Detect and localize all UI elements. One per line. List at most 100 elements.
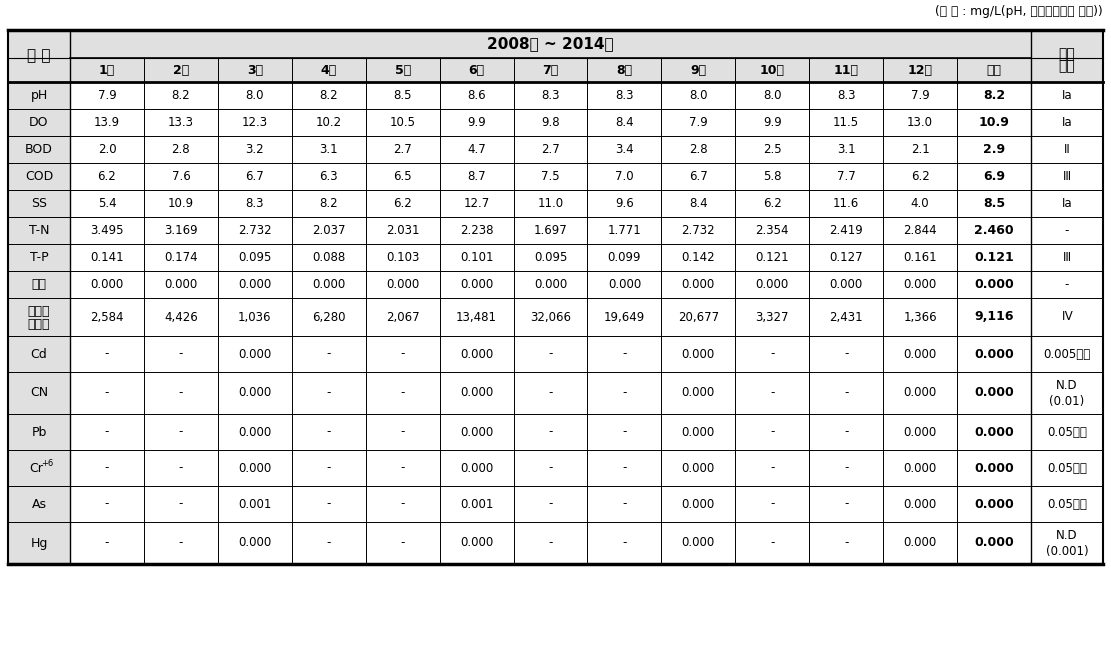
Text: 0.000: 0.000 xyxy=(974,347,1014,360)
Text: 2,067: 2,067 xyxy=(386,311,420,324)
Text: 9월: 9월 xyxy=(690,63,707,76)
Text: 0.174: 0.174 xyxy=(164,251,198,264)
Text: 8.3: 8.3 xyxy=(837,89,855,102)
Text: Ⅲ: Ⅲ xyxy=(1063,170,1071,183)
Text: 0.000: 0.000 xyxy=(90,278,123,291)
Text: 20,677: 20,677 xyxy=(678,311,719,324)
Text: -: - xyxy=(179,347,183,360)
Text: 0.000: 0.000 xyxy=(460,278,493,291)
Text: N.D: N.D xyxy=(1057,529,1078,542)
Text: 8.5: 8.5 xyxy=(393,89,412,102)
Text: 12.7: 12.7 xyxy=(463,197,490,210)
Text: 0.000: 0.000 xyxy=(460,461,493,474)
Text: 8.2: 8.2 xyxy=(983,89,1005,102)
Text: 6.9: 6.9 xyxy=(983,170,1005,183)
Text: 0.000: 0.000 xyxy=(903,498,937,510)
Text: -: - xyxy=(844,536,849,549)
Text: -: - xyxy=(844,347,849,360)
Text: 3.1: 3.1 xyxy=(837,143,855,156)
Text: 2008년 ~ 2014년: 2008년 ~ 2014년 xyxy=(488,36,613,52)
Text: 6.3: 6.3 xyxy=(320,170,338,183)
Text: 0.000: 0.000 xyxy=(682,536,715,549)
Text: -: - xyxy=(770,426,774,439)
Text: -: - xyxy=(844,498,849,510)
Text: 7.0: 7.0 xyxy=(615,170,633,183)
Text: (0.01): (0.01) xyxy=(1050,395,1084,408)
Text: 13.9: 13.9 xyxy=(94,116,120,129)
Text: T-N: T-N xyxy=(29,224,49,237)
Text: (단 위 : mg/L(pH, 총대장균군수 제외)): (단 위 : mg/L(pH, 총대장균군수 제외)) xyxy=(935,5,1103,18)
Text: -: - xyxy=(179,498,183,510)
Text: 0.000: 0.000 xyxy=(974,278,1014,291)
Text: 4,426: 4,426 xyxy=(164,311,198,324)
Text: 8.3: 8.3 xyxy=(541,89,560,102)
Text: 4.7: 4.7 xyxy=(468,143,486,156)
Text: 0.000: 0.000 xyxy=(534,278,567,291)
Text: 2.732: 2.732 xyxy=(681,224,715,237)
Text: 0.000: 0.000 xyxy=(903,536,937,549)
Text: 9,116: 9,116 xyxy=(974,311,1014,324)
Text: -: - xyxy=(622,536,627,549)
Text: 8.4: 8.4 xyxy=(689,197,708,210)
Text: COD: COD xyxy=(24,170,53,183)
Text: 1,366: 1,366 xyxy=(903,311,937,324)
Text: 2.5: 2.5 xyxy=(763,143,781,156)
Text: 2.1: 2.1 xyxy=(911,143,930,156)
Text: 페놀: 페놀 xyxy=(31,278,47,291)
Text: 0.000: 0.000 xyxy=(682,278,715,291)
Text: 6.7: 6.7 xyxy=(689,170,708,183)
Text: -: - xyxy=(179,386,183,399)
Text: 0.088: 0.088 xyxy=(312,251,346,264)
Text: -: - xyxy=(179,536,183,549)
Text: -: - xyxy=(1064,224,1069,237)
Text: 1.771: 1.771 xyxy=(608,224,641,237)
Text: 8.0: 8.0 xyxy=(689,89,708,102)
Text: 0.000: 0.000 xyxy=(164,278,198,291)
Text: 7.6: 7.6 xyxy=(171,170,190,183)
Text: -: - xyxy=(400,498,404,510)
Text: -: - xyxy=(549,536,552,549)
Text: 2.460: 2.460 xyxy=(974,224,1014,237)
Text: 0.101: 0.101 xyxy=(460,251,493,264)
Text: 10.2: 10.2 xyxy=(316,116,342,129)
Text: Ⅲ: Ⅲ xyxy=(1063,251,1071,264)
Text: T-P: T-P xyxy=(30,251,48,264)
Text: 4.0: 4.0 xyxy=(911,197,930,210)
Text: 0.001: 0.001 xyxy=(238,498,271,510)
Text: 0.000: 0.000 xyxy=(903,278,937,291)
Text: -: - xyxy=(400,426,404,439)
Text: 0.000: 0.000 xyxy=(312,278,346,291)
Text: 6.2: 6.2 xyxy=(763,197,782,210)
Text: +6: +6 xyxy=(41,459,53,468)
Text: 8.4: 8.4 xyxy=(615,116,633,129)
Text: 3.169: 3.169 xyxy=(164,224,198,237)
Text: 0.000: 0.000 xyxy=(974,386,1014,399)
Text: As: As xyxy=(31,498,47,510)
Text: 10.9: 10.9 xyxy=(979,116,1010,129)
Text: 13.0: 13.0 xyxy=(907,116,933,129)
Text: 2월: 2월 xyxy=(172,63,189,76)
Text: -: - xyxy=(179,461,183,474)
Text: 0.142: 0.142 xyxy=(681,251,715,264)
Text: 0.000: 0.000 xyxy=(238,461,271,474)
Text: 2.8: 2.8 xyxy=(689,143,708,156)
Text: 0.000: 0.000 xyxy=(238,347,271,360)
Text: 0.127: 0.127 xyxy=(830,251,863,264)
Text: -: - xyxy=(770,347,774,360)
Text: 9.9: 9.9 xyxy=(468,116,486,129)
Text: BOD: BOD xyxy=(26,143,53,156)
Text: -: - xyxy=(844,426,849,439)
Text: 11.0: 11.0 xyxy=(538,197,563,210)
Text: Cr: Cr xyxy=(29,461,43,474)
Text: 9.9: 9.9 xyxy=(763,116,782,129)
Text: 0.001: 0.001 xyxy=(460,498,493,510)
Text: 0.095: 0.095 xyxy=(238,251,271,264)
Text: 0.000: 0.000 xyxy=(682,426,715,439)
Text: 8.2: 8.2 xyxy=(320,89,338,102)
Text: 2.7: 2.7 xyxy=(541,143,560,156)
Text: 11.5: 11.5 xyxy=(833,116,859,129)
Text: 6.5: 6.5 xyxy=(393,170,412,183)
Text: -: - xyxy=(400,461,404,474)
Text: 13,481: 13,481 xyxy=(457,311,497,324)
Text: 7.9: 7.9 xyxy=(98,89,117,102)
